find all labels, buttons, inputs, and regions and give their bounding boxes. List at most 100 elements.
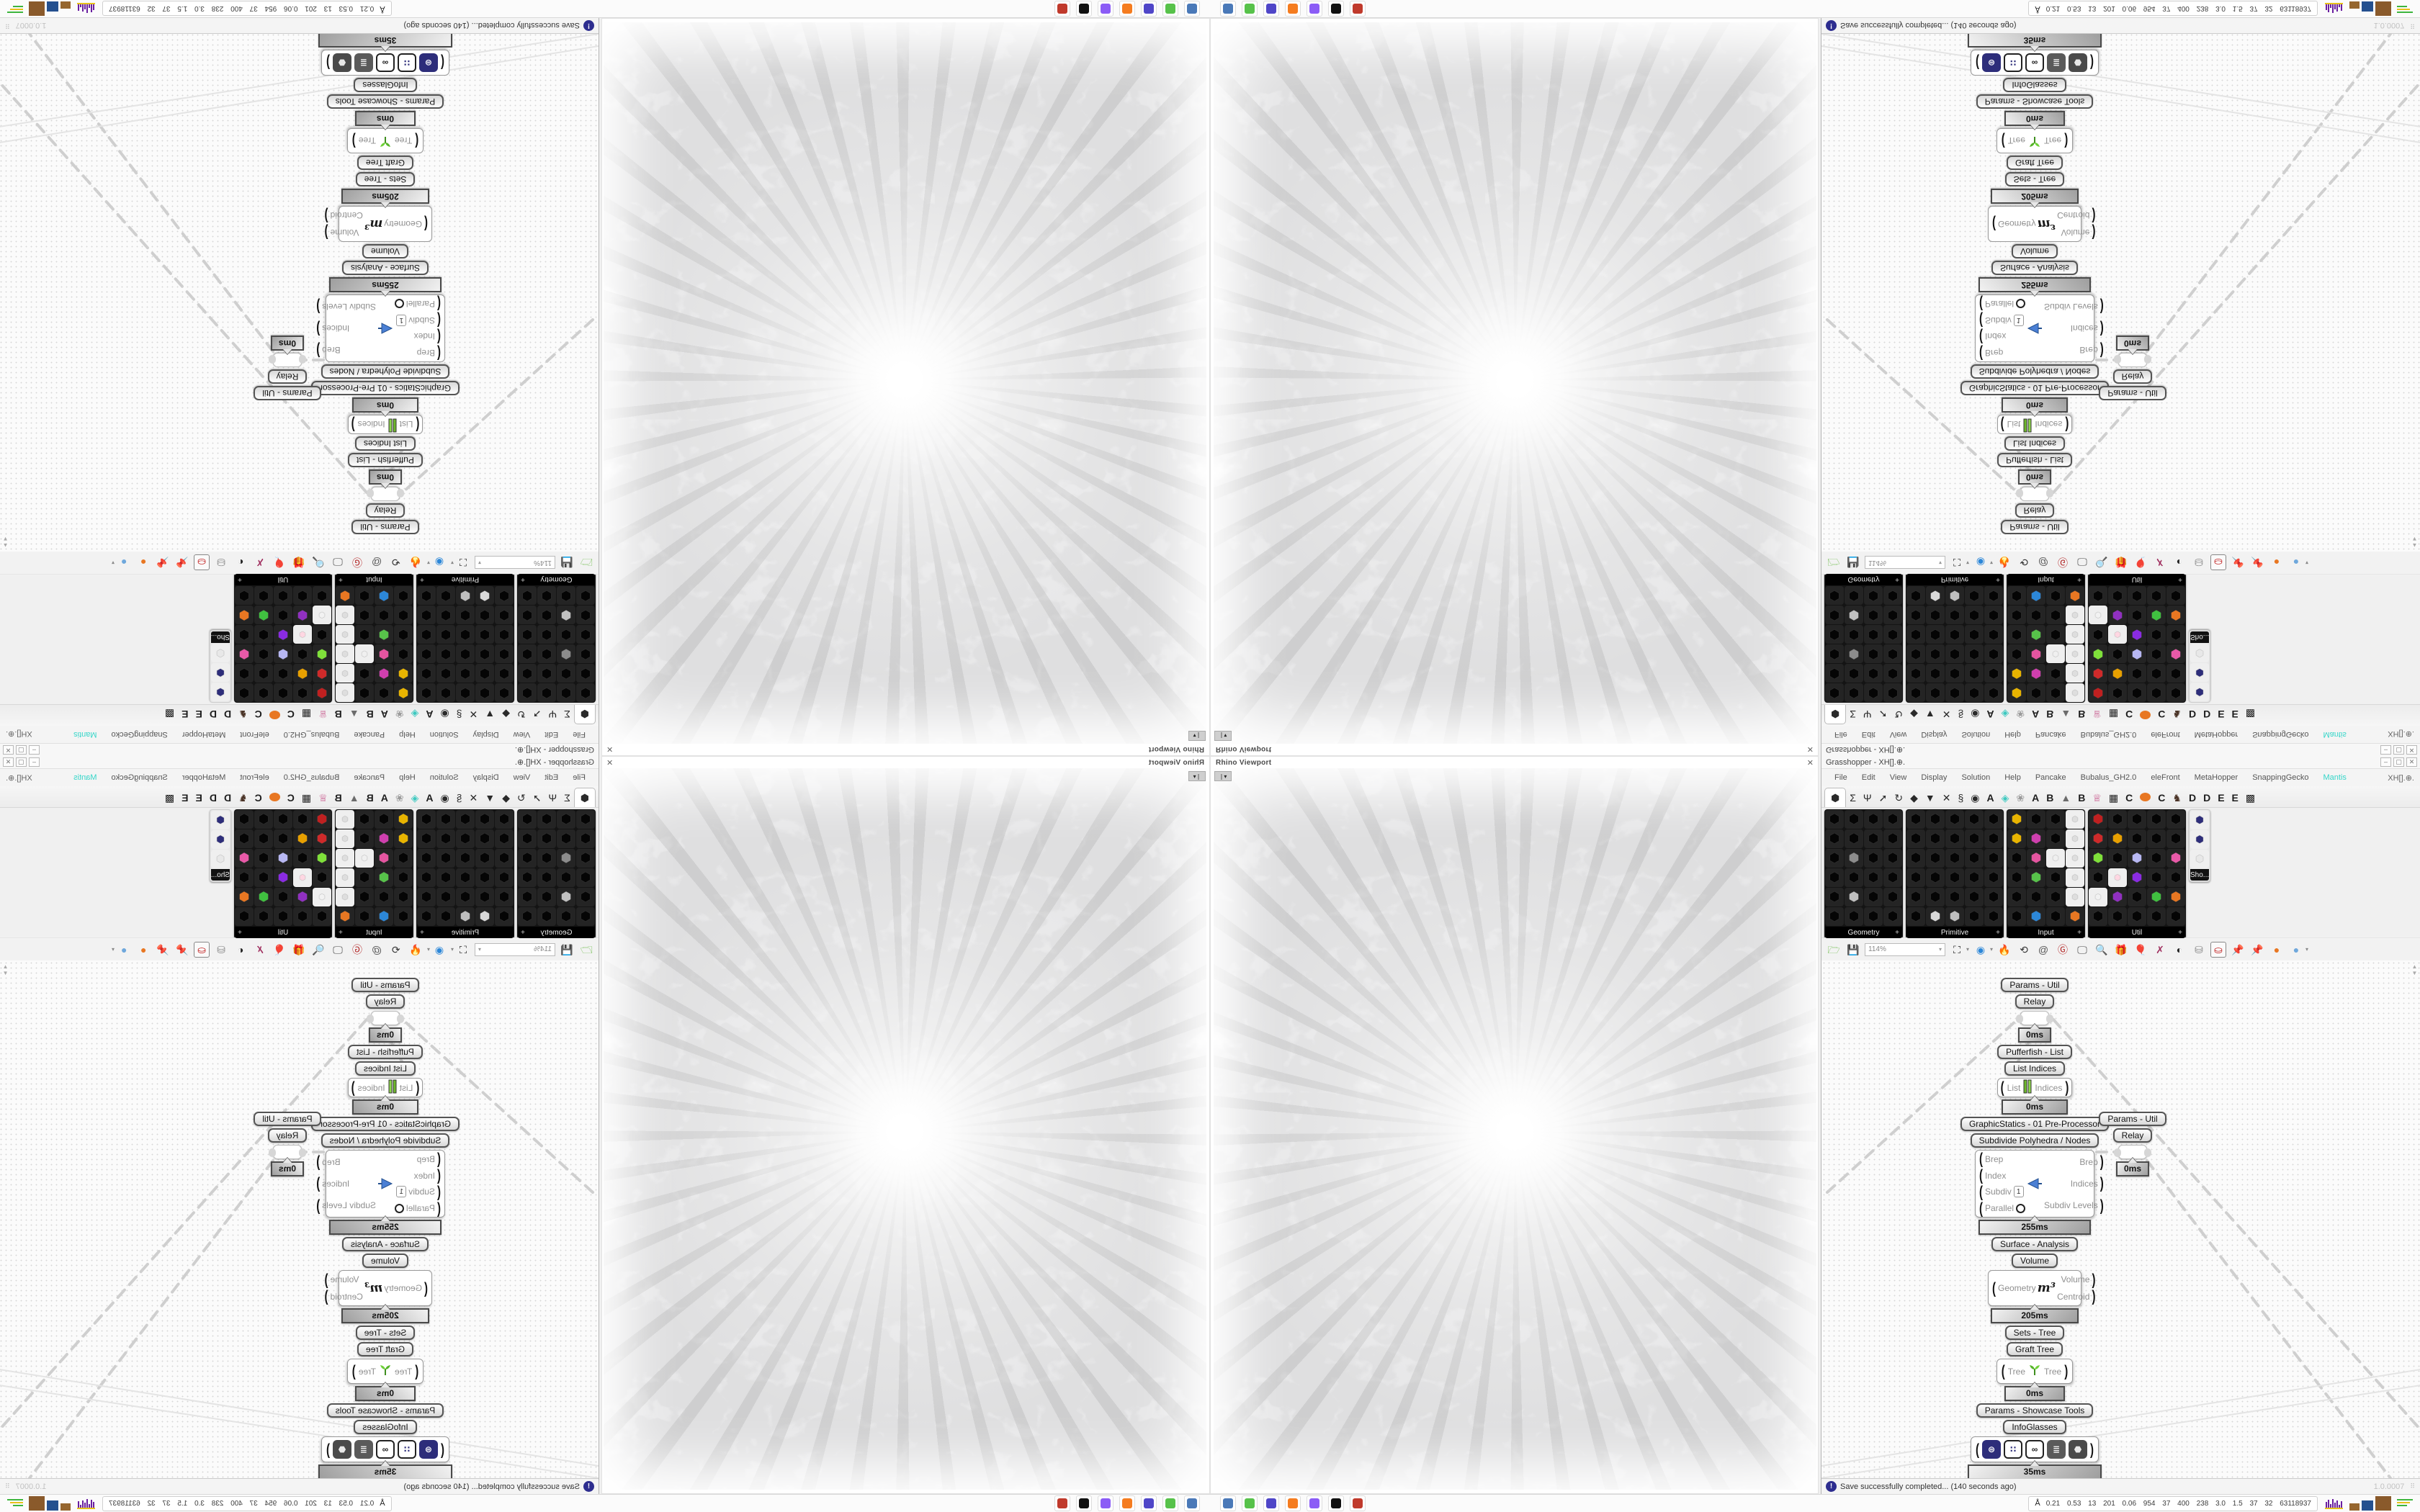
viewport-collapse-button[interactable]: ❘▾ [1214, 771, 1232, 781]
crossed-wires-icon[interactable]: ✗ [256, 943, 264, 955]
subdiv-input[interactable]: 1 [2013, 314, 2024, 326]
palette-group-label[interactable]: Util + [235, 927, 331, 938]
component-icon[interactable]: ⬢ [1845, 644, 1863, 663]
component-icon[interactable]: ⬢ [417, 849, 436, 868]
category-tab-icon[interactable]: ➚ [1878, 708, 1888, 720]
component-icon[interactable]: ⬢ [436, 868, 455, 887]
component-icon[interactable]: ⬢ [557, 849, 575, 868]
component-icon[interactable]: ⬢ [1864, 625, 1883, 644]
component-icon[interactable]: ⬢ [2190, 811, 2209, 829]
component-icon[interactable]: ⬢ [557, 625, 575, 644]
component-icon[interactable]: ⬢ [394, 810, 413, 829]
component-icon[interactable]: ⬢ [2147, 606, 2166, 624]
component-icon[interactable]: ⬢ [313, 586, 331, 605]
component-icon[interactable]: ⬢ [274, 810, 292, 829]
palette-group-label[interactable]: Sho... [2190, 631, 2210, 643]
component-icon[interactable]: ⬢ [1965, 606, 1984, 624]
component-icon[interactable]: ⬢ [336, 606, 354, 624]
component-icon[interactable]: ⬢ [537, 683, 556, 702]
component-icon[interactable]: ⬢ [1945, 810, 1964, 829]
menu-item-mantis[interactable]: Mantis [73, 773, 97, 782]
help-box-icon[interactable]: 🎁 [292, 943, 305, 955]
component-icon[interactable]: ⬢ [1926, 625, 1945, 644]
component-icon[interactable]: ⬢ [375, 868, 393, 887]
component-icon[interactable]: ⬢ [2046, 586, 2065, 605]
plugin-tab[interactable]: ▦ [301, 792, 312, 804]
plugin-tab[interactable]: ❀ [395, 792, 404, 804]
component-icon[interactable]: ⬢ [1845, 907, 1863, 926]
component-icon[interactable]: ⬢ [518, 586, 537, 605]
plugin-tab[interactable]: ❀ [2016, 708, 2025, 720]
plugin-tab[interactable]: D [2188, 708, 2197, 720]
component-icon[interactable]: ⬢ [2108, 907, 2127, 926]
plugin-tab[interactable]: E [195, 708, 202, 720]
plugin-tab[interactable]: ♞ [2172, 708, 2182, 720]
at-icon[interactable]: @ [2038, 557, 2049, 569]
open-file-icon[interactable]: 🗁 [1827, 943, 1840, 955]
component-icon[interactable]: ⬢ [313, 625, 331, 644]
component-icon[interactable]: ⬢ [475, 868, 494, 887]
component-icon[interactable]: ⬢ [235, 907, 254, 926]
component-icon[interactable]: ⬢ [2128, 829, 2146, 848]
component-icon[interactable]: ⬢ [1825, 810, 1844, 829]
component-icon[interactable]: ⬢ [2007, 625, 2026, 644]
component-icon[interactable]: ⬢ [456, 644, 475, 663]
component-icon[interactable]: ⬢ [211, 811, 230, 829]
component-icon[interactable]: ⬢ [355, 664, 374, 683]
plugin-tab[interactable]: A [2032, 792, 2040, 804]
at-icon[interactable]: @ [2038, 943, 2049, 955]
red-gear-app-icon[interactable] [1054, 1, 1070, 17]
component-icon[interactable]: ⬢ [2166, 644, 2185, 663]
component-icon[interactable]: ⬢ [417, 868, 436, 887]
viewport-close-icon[interactable]: ✕ [1806, 744, 1814, 753]
component-icon[interactable]: ⬢ [2128, 586, 2146, 605]
component-icon[interactable]: ⬢ [211, 663, 230, 682]
console-app-icon[interactable] [1162, 1, 1178, 17]
cylinder-rotate-icon[interactable]: ⟲ [2020, 943, 2028, 955]
component-icon[interactable]: ⬢ [1984, 644, 2003, 663]
component-icon[interactable]: ⬢ [313, 810, 331, 829]
palette-group-label[interactable]: Util + [235, 574, 331, 585]
red-cylinder-icon[interactable]: ⛀ [193, 941, 210, 958]
component-icon[interactable]: ⬢ [1965, 907, 1984, 926]
palette-group-label[interactable]: Geometry + [1825, 574, 1902, 585]
component-icon[interactable]: ⬢ [336, 644, 354, 663]
component-icon[interactable]: ⬢ [1965, 888, 1984, 906]
component-icon[interactable]: ⬢ [495, 888, 514, 906]
open-file-icon[interactable]: 🗁 [580, 557, 593, 569]
component-icon[interactable]: ⬢ [537, 849, 556, 868]
menu-item-snappinggecko[interactable]: SnappingGecko [2252, 730, 2309, 739]
component-icon[interactable]: ⬢ [254, 849, 273, 868]
firefox-app-icon[interactable] [1119, 1495, 1135, 1511]
component-icon[interactable]: ⬢ [1825, 888, 1844, 906]
category-tab-icon[interactable]: ➚ [1878, 792, 1888, 804]
component-icon[interactable]: ⬢ [2108, 810, 2127, 829]
menu-item-bubalus_gh2.0[interactable]: Bubalus_GH2.0 [283, 773, 340, 782]
ball-orange-icon[interactable]: ● [2273, 943, 2280, 955]
component-icon[interactable]: ⬢ [375, 644, 393, 663]
component-icon[interactable]: ⬢ [1883, 810, 1902, 829]
component-icon[interactable]: ⬢ [2166, 683, 2185, 702]
category-tab-icon[interactable]: ↻ [516, 792, 526, 804]
component-icon[interactable]: ⬢ [2007, 644, 2026, 663]
plugin-tab[interactable]: A [1986, 708, 1994, 720]
node-label[interactable]: Pufferfish - List [1997, 453, 2072, 467]
category-tab-icon[interactable]: ⬢ [573, 705, 596, 724]
screen-pointer-icon[interactable]: 🖵 [2077, 943, 2087, 955]
component-icon[interactable]: ⬢ [2007, 606, 2026, 624]
component-icon[interactable]: ⬢ [2108, 644, 2127, 663]
component-icon[interactable]: ⬢ [1864, 606, 1883, 624]
ball-blue-icon-dropdown[interactable]: ▾ [111, 946, 115, 953]
node-label[interactable]: InfoGlasses [354, 1420, 417, 1434]
plugin-tab[interactable]: ♕ [318, 792, 328, 804]
component-icon[interactable]: ⬢ [1825, 907, 1844, 926]
component-icon[interactable]: ⬢ [495, 625, 514, 644]
menu-item-metahopper[interactable]: MetaHopper [182, 773, 226, 782]
node-label[interactable]: Params - Showcase Tools [1976, 1403, 2094, 1418]
frame-zoom-icon-dropdown[interactable]: ▾ [1966, 946, 1970, 953]
component-icon[interactable]: ⬢ [336, 849, 354, 868]
component-icon[interactable]: ⬢ [2166, 829, 2185, 848]
menu-item-elefront[interactable]: eleFront [2151, 773, 2180, 782]
category-tab-icon[interactable]: § [1958, 792, 1964, 804]
component-icon[interactable]: ⬢ [2007, 829, 2026, 848]
